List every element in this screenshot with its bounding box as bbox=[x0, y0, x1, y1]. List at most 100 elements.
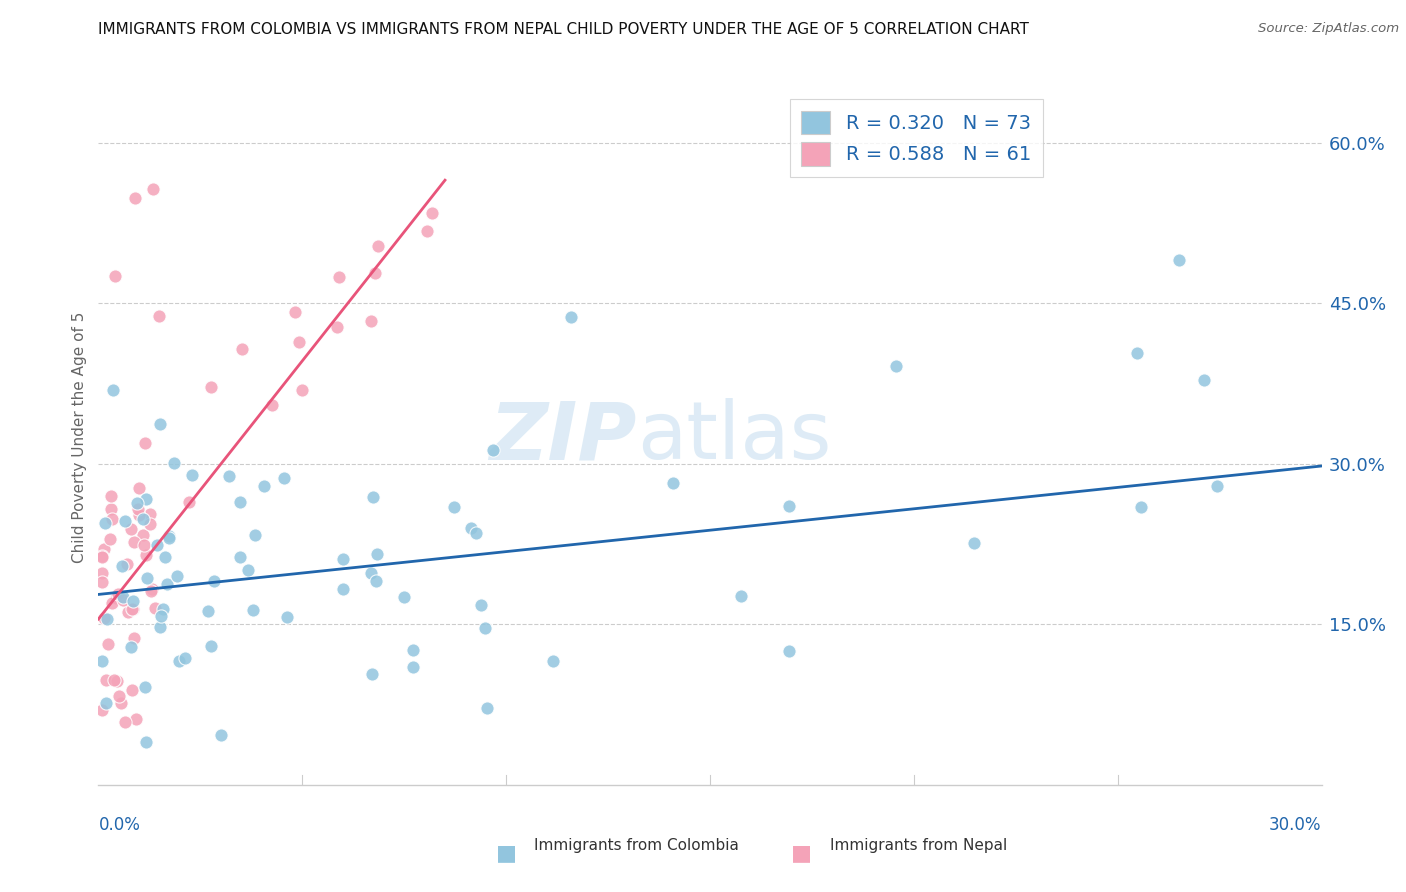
Point bbox=[117, 605, 139, 619]
Point bbox=[111, 590, 134, 604]
Point bbox=[156, 577, 179, 591]
Text: atlas: atlas bbox=[637, 398, 831, 476]
Point bbox=[181, 467, 204, 482]
Point bbox=[963, 536, 986, 550]
Point bbox=[107, 689, 129, 703]
Point bbox=[1206, 479, 1229, 493]
Point bbox=[231, 342, 253, 356]
Point bbox=[91, 575, 114, 590]
Point bbox=[143, 601, 166, 615]
Point bbox=[121, 601, 143, 615]
Point bbox=[135, 548, 157, 562]
Point bbox=[122, 535, 145, 549]
Point bbox=[1130, 500, 1153, 514]
Point bbox=[364, 266, 387, 280]
Point bbox=[291, 383, 314, 397]
Point bbox=[104, 268, 127, 283]
Point bbox=[100, 489, 122, 503]
Point bbox=[149, 620, 172, 634]
Point bbox=[121, 683, 143, 698]
Point bbox=[93, 542, 115, 557]
Text: ■: ■ bbox=[792, 843, 811, 863]
Point bbox=[218, 469, 240, 483]
Point bbox=[443, 500, 465, 514]
Point bbox=[97, 637, 120, 651]
Point bbox=[884, 359, 907, 374]
Point bbox=[105, 591, 128, 605]
Point bbox=[169, 654, 191, 668]
Point bbox=[470, 598, 492, 612]
Point bbox=[94, 696, 117, 710]
Point bbox=[120, 640, 142, 654]
Point bbox=[177, 494, 200, 508]
Point bbox=[135, 735, 157, 749]
Point bbox=[100, 502, 122, 516]
Point bbox=[260, 398, 283, 412]
Point bbox=[124, 631, 146, 645]
Point bbox=[134, 680, 156, 694]
Point bbox=[93, 611, 115, 625]
Point bbox=[367, 239, 389, 253]
Point bbox=[543, 654, 565, 668]
Point bbox=[136, 571, 159, 585]
Point bbox=[101, 512, 124, 526]
Point bbox=[98, 532, 121, 546]
Point bbox=[107, 587, 129, 601]
Point bbox=[114, 514, 136, 528]
Point bbox=[420, 206, 443, 220]
Point bbox=[132, 512, 155, 526]
Point bbox=[1125, 345, 1147, 359]
Point bbox=[1167, 253, 1189, 268]
Point bbox=[328, 269, 350, 284]
Point bbox=[236, 563, 259, 577]
Point bbox=[142, 181, 165, 195]
Text: Source: ZipAtlas.com: Source: ZipAtlas.com bbox=[1258, 22, 1399, 36]
Point bbox=[360, 314, 382, 328]
Point bbox=[148, 309, 170, 323]
Point bbox=[361, 667, 384, 681]
Point bbox=[273, 471, 295, 485]
Point bbox=[332, 552, 354, 566]
Point bbox=[229, 495, 252, 509]
Point bbox=[1194, 373, 1216, 387]
Point bbox=[153, 549, 176, 564]
Point bbox=[200, 640, 222, 654]
Point bbox=[229, 550, 252, 565]
Point bbox=[152, 602, 174, 616]
Point bbox=[127, 501, 149, 516]
Point bbox=[124, 191, 146, 205]
Point bbox=[402, 660, 425, 674]
Point bbox=[474, 621, 496, 635]
Point bbox=[122, 594, 145, 608]
Point bbox=[111, 592, 134, 607]
Point bbox=[197, 604, 219, 618]
Point bbox=[174, 650, 197, 665]
Point bbox=[94, 516, 117, 531]
Point bbox=[101, 596, 124, 610]
Point bbox=[96, 612, 118, 626]
Point bbox=[146, 538, 169, 552]
Point bbox=[125, 496, 148, 510]
Point bbox=[326, 320, 349, 334]
Point bbox=[401, 642, 423, 657]
Text: Immigrants from Nepal: Immigrants from Nepal bbox=[830, 838, 1007, 854]
Point bbox=[730, 589, 752, 603]
Point bbox=[107, 674, 129, 689]
Point bbox=[243, 528, 266, 542]
Text: ■: ■ bbox=[496, 843, 516, 863]
Point bbox=[139, 516, 162, 531]
Point bbox=[253, 479, 276, 493]
Point bbox=[332, 582, 354, 597]
Point bbox=[778, 499, 800, 513]
Legend: R = 0.320   N = 73, R = 0.588   N = 61: R = 0.320 N = 73, R = 0.588 N = 61 bbox=[790, 99, 1043, 178]
Text: ZIP: ZIP bbox=[489, 398, 637, 476]
Point bbox=[135, 491, 157, 506]
Point bbox=[91, 566, 114, 580]
Point bbox=[209, 728, 232, 742]
Point bbox=[91, 549, 114, 564]
Point bbox=[141, 582, 163, 596]
Point bbox=[163, 456, 186, 470]
Point bbox=[200, 380, 222, 394]
Point bbox=[115, 557, 138, 571]
Point bbox=[157, 531, 180, 545]
